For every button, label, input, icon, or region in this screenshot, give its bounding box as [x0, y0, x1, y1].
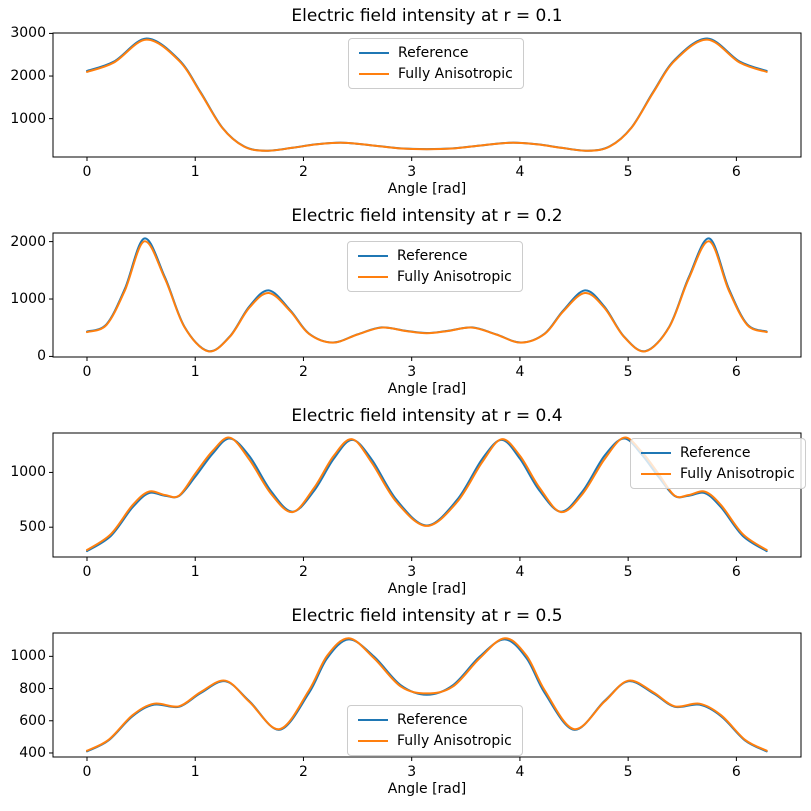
x-tick-label: 4 [515, 164, 525, 180]
x-tick-label: 3 [407, 164, 417, 180]
x-tick-label: 6 [731, 564, 741, 580]
y-tick-label: 2000 [10, 68, 46, 85]
legend-line-sample [358, 740, 388, 742]
legend-line-sample [641, 452, 671, 454]
x-axis-label: Angle [rad] [387, 181, 467, 197]
legend: Reference Fully Anisotropic [348, 38, 524, 89]
x-tick-label: 6 [731, 164, 741, 180]
y-tick-label: 1000 [10, 291, 46, 308]
axes-frame [52, 632, 802, 758]
subplot-4 [49, 632, 802, 761]
legend-item: Reference [641, 443, 795, 463]
x-tick-label: 5 [623, 564, 633, 580]
subplot-2-title: Electric field intensity at r = 0.2 [291, 206, 563, 226]
x-tick-label: 4 [515, 564, 525, 580]
legend-line-sample [359, 73, 389, 75]
y-tick-label: 500 [19, 519, 46, 536]
legend-item: Fully Anisotropic [359, 64, 513, 84]
x-tick-label: 1 [190, 364, 200, 380]
y-tick-label: 2000 [10, 233, 46, 250]
x-tick-label: 1 [190, 564, 200, 580]
x-tick-label: 5 [623, 364, 633, 380]
x-axis-label: Angle [rad] [387, 381, 467, 397]
x-tick-label: 0 [82, 564, 92, 580]
legend-item: Reference [358, 710, 512, 730]
legend-label: Fully Anisotropic [680, 466, 795, 482]
y-tick-label: 1000 [10, 648, 46, 665]
legend-item: Fully Anisotropic [358, 731, 512, 751]
axes-frame [52, 32, 802, 158]
y-tick-label: 0 [37, 348, 46, 365]
legend-label: Fully Anisotropic [398, 66, 513, 82]
x-tick-label: 1 [190, 764, 200, 780]
y-tick-label: 400 [19, 744, 46, 761]
legend: Reference Fully Anisotropic [347, 705, 523, 756]
x-tick-label: 2 [298, 564, 308, 580]
legend-item: Reference [359, 43, 513, 63]
x-axis-label: Angle [rad] [387, 781, 467, 797]
curve-fully-anisotropic [86, 240, 768, 353]
legend-item: Reference [358, 246, 512, 266]
x-tick-label: 5 [623, 164, 633, 180]
x-tick-label: 0 [82, 764, 92, 780]
legend-item: Fully Anisotropic [358, 267, 512, 287]
y-tick-label: 600 [19, 712, 46, 729]
x-tick-label: 3 [407, 564, 417, 580]
x-tick-label: 3 [407, 764, 417, 780]
legend-label: Reference [398, 45, 469, 61]
y-tick-label: 1000 [10, 464, 46, 481]
y-tick-label: 3000 [10, 25, 46, 42]
x-tick-label: 5 [623, 764, 633, 780]
axes-frame [52, 432, 802, 558]
x-tick-label: 6 [731, 764, 741, 780]
legend-line-sample [358, 719, 388, 721]
curve-fully-anisotropic [86, 637, 768, 752]
legend-label: Reference [397, 712, 468, 728]
legend-line-sample [358, 255, 388, 257]
y-tick-label: 800 [19, 680, 46, 697]
x-tick-label: 2 [298, 164, 308, 180]
curve-fully-anisotropic [86, 38, 768, 152]
legend-item: Fully Anisotropic [641, 464, 795, 484]
x-tick-label: 6 [731, 364, 741, 380]
legend: Reference Fully Anisotropic [630, 438, 806, 489]
subplot-2 [49, 232, 802, 361]
x-tick-label: 3 [407, 364, 417, 380]
x-tick-label: 2 [298, 364, 308, 380]
x-tick-label: 2 [298, 764, 308, 780]
subplot-1 [49, 32, 802, 161]
legend-line-sample [641, 473, 671, 475]
x-tick-label: 4 [515, 764, 525, 780]
subplot-4-title: Electric field intensity at r = 0.5 [291, 606, 563, 626]
subplot-3-title: Electric field intensity at r = 0.4 [291, 406, 563, 426]
y-tick-label: 1000 [10, 110, 46, 127]
legend-label: Fully Anisotropic [397, 269, 512, 285]
legend-line-sample [359, 52, 389, 54]
legend-label: Reference [397, 248, 468, 264]
subplot-1-title: Electric field intensity at r = 0.1 [291, 6, 563, 26]
axes-frame [52, 232, 802, 358]
x-tick-label: 0 [82, 364, 92, 380]
x-tick-label: 4 [515, 364, 525, 380]
x-axis-label: Angle [rad] [387, 581, 467, 597]
legend-label: Reference [680, 445, 751, 461]
x-tick-label: 0 [82, 164, 92, 180]
legend-line-sample [358, 276, 388, 278]
legend: Reference Fully Anisotropic [347, 241, 523, 292]
legend-label: Fully Anisotropic [397, 733, 512, 749]
x-tick-label: 1 [190, 164, 200, 180]
